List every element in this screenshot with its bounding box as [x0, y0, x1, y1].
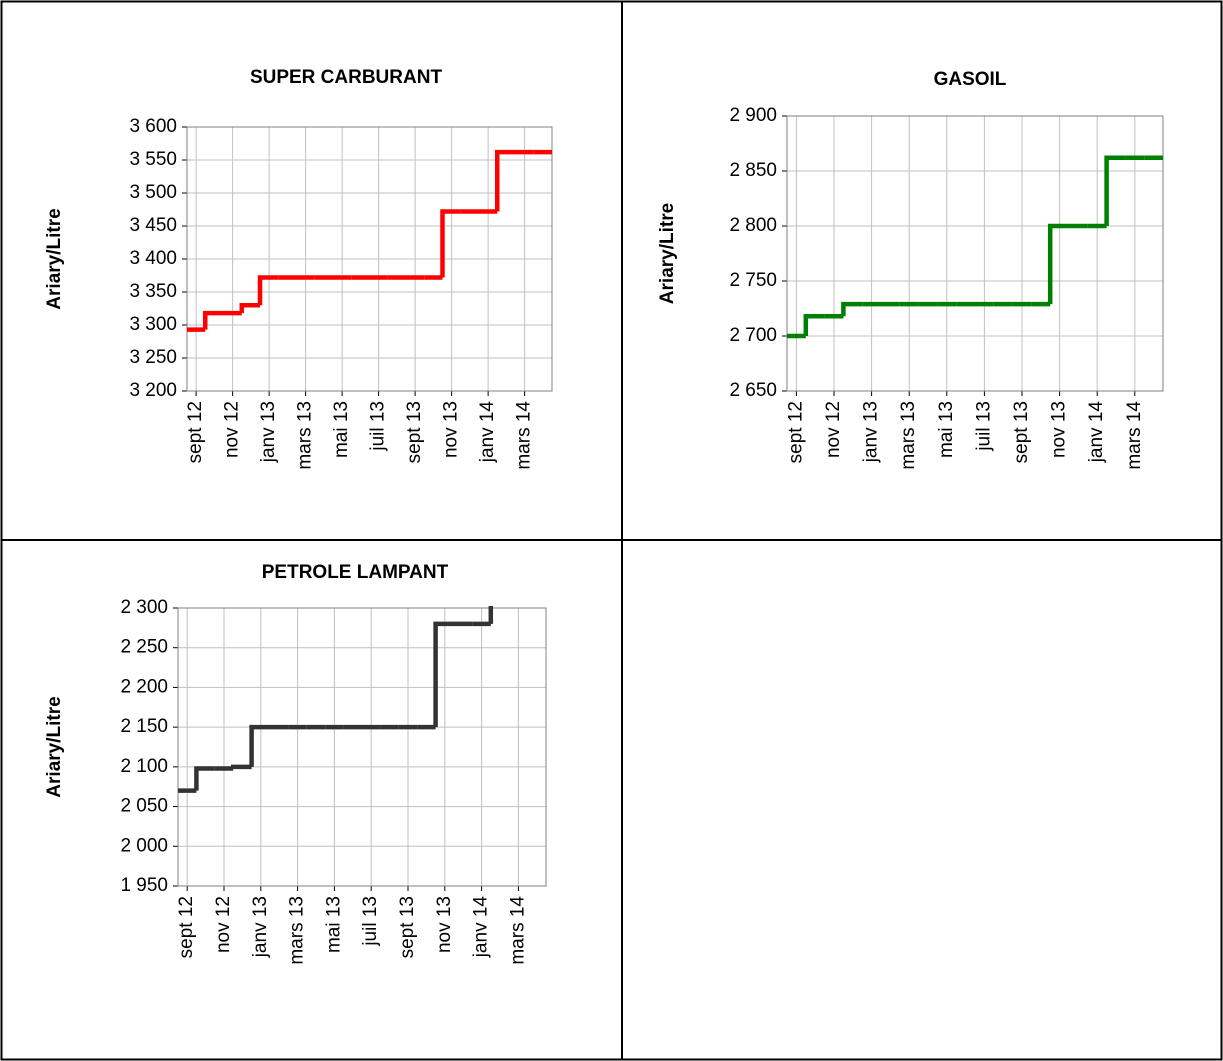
y-tick-label: 2 000 [120, 835, 168, 856]
x-tick-label: juil 13 [368, 401, 389, 452]
y-axis-label: Ariary/Litre [44, 208, 65, 309]
plot-border [186, 126, 553, 392]
x-tick-label: mars 13 [898, 401, 919, 470]
x-tick-label: mars 14 [1124, 401, 1145, 470]
x-tick-label: juil 13 [360, 896, 381, 947]
price-step [1047, 223, 1069, 305]
y-tick-label: 2 900 [729, 105, 777, 126]
chart: SUPER CARBURANT Ariary/Litre 3 200 3 250 3 3… [44, 67, 553, 470]
price-step [239, 302, 260, 314]
x-tick-label: janv 14 [477, 401, 498, 464]
y-tick-label: 1 950 [120, 875, 168, 896]
price-step [433, 621, 454, 728]
x-tick-label: janv 14 [471, 896, 492, 959]
x-tick-label: juil 13 [973, 401, 994, 452]
plot-border [177, 607, 547, 887]
x-tick-label: mai 13 [331, 401, 352, 458]
y-tick-label: 3 450 [129, 215, 177, 236]
x-tick-label: nov 13 [434, 896, 455, 953]
chart-title: PETROLE LAMPANT [262, 562, 449, 583]
chart-title: GASOIL [934, 69, 1007, 90]
price-step [257, 275, 279, 306]
price-step [230, 764, 252, 770]
y-tick-label: 2 700 [729, 325, 777, 346]
y-tick-label: 2 650 [729, 380, 777, 401]
y-tick-label: 2 800 [729, 215, 777, 236]
y-tick-label: 2 300 [120, 597, 168, 618]
x-tick-label: nov 13 [1049, 401, 1070, 458]
price-step [841, 301, 863, 317]
y-tick-label: 3 600 [129, 116, 177, 137]
x-tick-label: sept 13 [404, 401, 425, 463]
x-tick-label: janv 13 [250, 896, 271, 958]
y-tick-label: 3 300 [129, 314, 177, 335]
y-tick-label: 3 350 [129, 281, 177, 302]
chart: GASOIL Ariary/Litre 2 650 2 700 2 750 2 800 2 … [657, 69, 1164, 470]
x-tick-label: nov 13 [441, 401, 462, 458]
y-tick-label: 3 550 [129, 149, 177, 170]
y-tick-label: 3 400 [129, 248, 177, 269]
price-step [194, 766, 215, 791]
x-tick-label: nov 12 [213, 896, 234, 953]
x-tick-label: mai 13 [936, 401, 957, 458]
price-step [249, 724, 270, 767]
y-tick-label: 2 200 [120, 676, 168, 697]
y-tick-label: 2 050 [120, 796, 168, 817]
y-tick-label: 3 250 [129, 347, 177, 368]
price-step [803, 313, 825, 336]
y-tick-label: 2 750 [729, 270, 777, 291]
price-step [203, 310, 224, 330]
price-step [1104, 155, 1126, 226]
plot-border [786, 115, 1164, 392]
x-tick-label: nov 12 [222, 401, 243, 458]
chart: PETROLE LAMPANT Ariary/Litre 1 950 2 000 2 0… [44, 562, 547, 965]
x-tick-label: mars 13 [295, 401, 316, 470]
x-tick-label: nov 12 [823, 401, 844, 458]
x-tick-label: mai 13 [323, 896, 344, 953]
y-tick-label: 2 250 [120, 637, 168, 658]
series [178, 606, 494, 793]
y-tick-label: 2 850 [729, 160, 777, 181]
x-tick-label: sept 13 [1011, 401, 1032, 463]
y-tick-label: 3 500 [129, 182, 177, 203]
x-tick-label: sept 13 [397, 896, 418, 958]
x-tick-label: sept 12 [185, 401, 206, 463]
x-tick-label: sept 12 [785, 401, 806, 463]
price-step [488, 606, 494, 624]
y-tick-label: 2 100 [120, 756, 168, 777]
price-step [440, 209, 461, 278]
y-tick-label: 2 150 [120, 716, 168, 737]
x-tick-label: sept 12 [176, 896, 197, 958]
x-tick-label: mars 14 [514, 401, 535, 470]
y-tick-label: 3 200 [129, 380, 177, 401]
x-tick-label: janv 13 [258, 401, 279, 463]
series [787, 155, 1163, 339]
x-tick-label: mars 13 [287, 896, 308, 965]
chart-title: SUPER CARBURANT [250, 67, 443, 88]
y-axis-label: Ariary/Litre [657, 203, 678, 304]
price-step [495, 149, 516, 212]
series [187, 149, 552, 332]
x-tick-label: janv 14 [1086, 401, 1107, 464]
x-tick-label: mars 14 [507, 896, 528, 965]
y-axis-label: Ariary/Litre [44, 696, 65, 797]
x-tick-label: janv 13 [861, 401, 882, 463]
